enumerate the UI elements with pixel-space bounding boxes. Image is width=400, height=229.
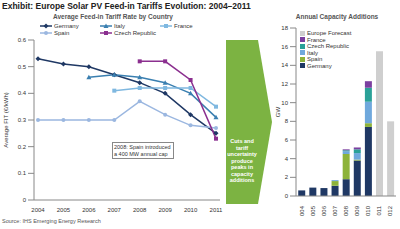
svg-text:0.6: 0.6: [18, 37, 27, 43]
svg-text:2004: 2004: [299, 205, 305, 216]
svg-text:2005: 2005: [57, 207, 71, 212]
html-text:Exhibit: Europe Solar PV Feed-: Exhibit: Europe Solar PV Feed-in Tariffs…: [2, 1, 251, 11]
svg-text:2010: 2010: [365, 205, 371, 216]
html-text:Cuts and tariff uncertainty pr: Cuts and tariff uncertainty produce peak…: [227, 138, 257, 183]
html-text:Czech Republic: Czech Republic: [114, 29, 156, 36]
svg-text:2: 2: [285, 174, 289, 180]
svg-text:2005: 2005: [310, 205, 316, 216]
html-text:Germany: Germany: [54, 22, 79, 29]
html-text:Source: IHS Emerging Energy Re: Source: IHS Emerging Energy Research: [2, 218, 101, 224]
svg-text:0.5: 0.5: [18, 64, 27, 70]
html-text:Germany: Germany: [307, 62, 332, 69]
html-text:Spain: Spain: [54, 29, 70, 36]
svg-text:12: 12: [281, 81, 288, 87]
svg-text:16: 16: [281, 44, 288, 50]
svg-text:0: 0: [23, 197, 27, 203]
svg-text:GW: GW: [275, 107, 281, 118]
svg-text:0.3: 0.3: [18, 117, 27, 123]
html-text:France: France: [307, 36, 326, 43]
svg-text:8: 8: [285, 118, 289, 124]
svg-text:2011: 2011: [376, 205, 382, 216]
html-text:2008: Spain introduced a 400 M: 2008: Spain introduced a 400 MW annual c…: [114, 144, 171, 157]
svg-text:0.1: 0.1: [18, 170, 27, 176]
svg-text:2008: 2008: [343, 205, 349, 216]
svg-text:0: 0: [285, 193, 289, 199]
svg-text:0.2: 0.2: [18, 144, 27, 150]
svg-text:2007: 2007: [332, 205, 338, 216]
svg-text:2012: 2012: [387, 205, 392, 216]
svg-text:14: 14: [281, 62, 288, 68]
svg-text:2009: 2009: [354, 205, 360, 216]
html-text:France: France: [174, 22, 193, 29]
svg-text:2007: 2007: [108, 207, 122, 212]
html-text:Czech Republic: Czech Republic: [307, 43, 349, 50]
svg-text:18: 18: [281, 25, 288, 31]
svg-text:2010: 2010: [184, 207, 198, 212]
html-text:Annual Capacity Additions: Annual Capacity Additions: [295, 13, 379, 20]
html-text:Italy: Italy: [307, 49, 318, 56]
html-text:Europe Forecast: Europe Forecast: [307, 30, 352, 37]
svg-text:4: 4: [285, 156, 289, 162]
html-text:Italy: Italy: [114, 22, 125, 29]
svg-text:Average FIT (€/kWh): Average FIT (€/kWh): [8, 92, 9, 147]
svg-text:2006: 2006: [82, 207, 96, 212]
html-text:Average Feed-in Tariff Rate by: Average Feed-in Tariff Rate by Country: [53, 13, 173, 20]
svg-text:2004: 2004: [31, 207, 45, 212]
svg-text:2009: 2009: [158, 207, 172, 212]
svg-text:0.4: 0.4: [18, 90, 27, 96]
svg-text:2008: 2008: [133, 207, 147, 212]
svg-text:10: 10: [281, 100, 288, 106]
svg-text:6: 6: [285, 137, 289, 143]
html-text:Spain: Spain: [307, 56, 323, 63]
svg-text:2006: 2006: [321, 205, 327, 216]
svg-text:2011: 2011: [210, 207, 224, 212]
